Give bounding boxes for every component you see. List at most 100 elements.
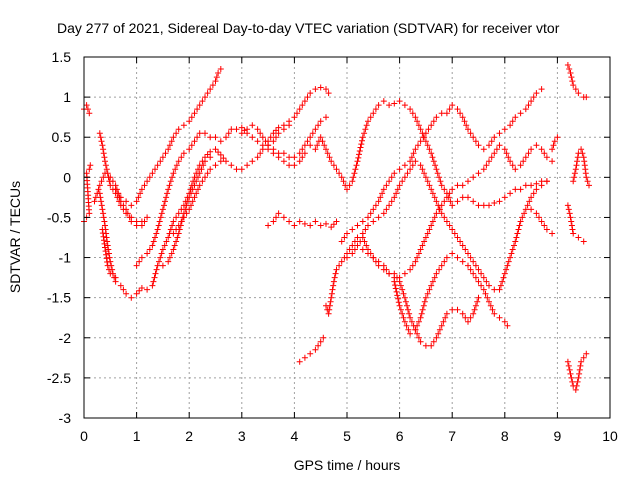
data-point: [291, 222, 298, 229]
data-point: [257, 150, 264, 157]
data-point: [583, 94, 590, 101]
data-point: [396, 302, 403, 309]
data-point: [154, 262, 161, 269]
data-point: [467, 266, 474, 273]
data-point: [394, 186, 401, 193]
data-point: [238, 124, 245, 131]
data-point: [186, 194, 193, 201]
data-point: [480, 274, 487, 281]
data-point: [509, 246, 516, 253]
data-point: [580, 238, 587, 245]
data-point: [195, 186, 201, 193]
data-point: [465, 262, 471, 269]
data-point: [415, 142, 421, 149]
data-point: [92, 194, 99, 201]
data-point: [280, 214, 287, 221]
data-point: [470, 270, 477, 277]
data-point: [304, 138, 311, 145]
y-tick-label: 0: [63, 169, 71, 185]
data-point: [189, 198, 196, 205]
data-point: [433, 334, 440, 341]
data-point: [380, 98, 387, 105]
data-point: [338, 258, 345, 265]
data-point: [107, 270, 114, 277]
data-point: [386, 202, 393, 209]
data-point: [163, 238, 170, 245]
data-point: [454, 198, 461, 205]
data-point: [412, 326, 419, 333]
data-point: [462, 314, 469, 321]
data-point: [433, 210, 440, 217]
data-point: [513, 234, 520, 241]
data-point: [393, 288, 400, 295]
data-point: [328, 224, 335, 231]
data-point: [465, 126, 471, 133]
data-point: [426, 146, 433, 153]
data-point: [270, 138, 277, 145]
data-point: [491, 200, 498, 206]
data-point: [144, 250, 151, 257]
data-point: [156, 258, 162, 265]
data-point: [178, 218, 185, 225]
data-point: [173, 214, 180, 221]
data-point: [307, 142, 314, 149]
data-point: [102, 244, 108, 251]
data-point: [428, 150, 435, 157]
data-point: [522, 154, 529, 161]
data-point: [396, 274, 403, 281]
data-point: [541, 150, 548, 157]
data-point: [304, 94, 311, 101]
data-point: [491, 150, 498, 157]
data-point: [463, 122, 470, 129]
data-point: [307, 90, 314, 97]
data-point: [438, 202, 445, 209]
data-point: [267, 134, 274, 141]
data-point: [486, 202, 492, 209]
data-point: [83, 170, 90, 177]
data-point: [443, 254, 450, 261]
data-point: [500, 274, 507, 281]
data-point: [478, 270, 485, 277]
data-point: [356, 148, 363, 154]
y-axis-label: SDTVAR / TECUs: [7, 181, 23, 293]
data-point: [150, 238, 157, 245]
data-point: [312, 146, 319, 153]
data-point: [195, 174, 201, 181]
data-point: [101, 154, 108, 161]
data-point: [228, 162, 235, 169]
data-point: [482, 290, 489, 297]
data-point: [570, 82, 577, 89]
data-point: [530, 94, 537, 101]
data-point: [319, 138, 326, 145]
data-point: [391, 170, 398, 177]
data-point: [454, 182, 461, 189]
data-point: [575, 374, 582, 381]
data-point: [126, 214, 133, 221]
data-point: [428, 342, 435, 349]
data-point: [180, 214, 187, 221]
data-point: [407, 266, 414, 273]
data-point: [467, 314, 474, 321]
data-point: [280, 150, 287, 157]
data-point: [109, 178, 116, 185]
data-point: [170, 230, 177, 237]
data-point: [566, 210, 573, 217]
data-point: [355, 154, 362, 161]
data-point: [507, 158, 514, 165]
data-point: [433, 114, 440, 121]
data-point: [567, 370, 574, 377]
data-point: [157, 254, 164, 261]
data-point: [352, 166, 359, 173]
data-point: [265, 222, 272, 229]
data-point: [137, 190, 144, 197]
data-point: [165, 186, 172, 193]
data-point: [188, 202, 194, 209]
data-point: [457, 110, 464, 117]
data-point: [568, 218, 575, 225]
data-point: [465, 250, 471, 257]
data-point: [543, 154, 550, 161]
data-point: [431, 274, 438, 281]
data-point: [333, 266, 340, 273]
points-layer: [81, 62, 592, 393]
data-point: [576, 366, 583, 373]
